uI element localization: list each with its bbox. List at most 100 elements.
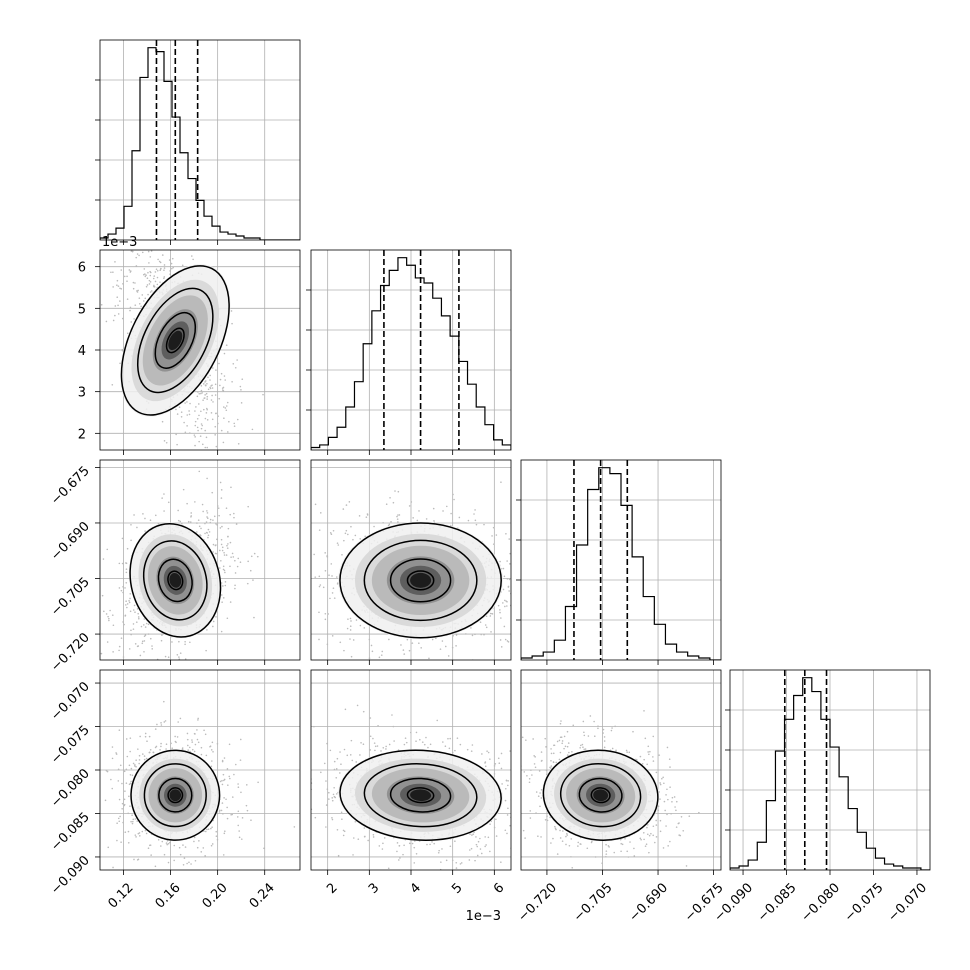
sample-point xyxy=(128,269,131,271)
sample-point xyxy=(383,837,386,839)
sample-point xyxy=(544,548,546,550)
sample-point xyxy=(194,420,197,423)
sample-point xyxy=(144,297,147,300)
sample-point xyxy=(220,453,222,455)
sample-point xyxy=(471,744,474,746)
panel-3-0 xyxy=(95,669,301,875)
sample-point xyxy=(211,760,213,762)
sample-point xyxy=(224,571,226,574)
sample-point xyxy=(253,552,256,555)
sample-point xyxy=(225,409,228,412)
sample-point xyxy=(319,512,322,514)
contour-0 xyxy=(339,749,502,841)
sample-point xyxy=(303,566,305,568)
sample-point xyxy=(550,748,552,750)
sample-point xyxy=(253,616,255,619)
sample-point xyxy=(368,638,371,641)
sample-point xyxy=(200,392,202,395)
sample-point xyxy=(237,786,240,789)
sample-point xyxy=(346,627,349,630)
sample-point xyxy=(451,751,454,754)
sample-point xyxy=(665,825,667,827)
sample-point xyxy=(391,714,393,716)
density-level-5 xyxy=(168,330,183,351)
sample-point xyxy=(659,830,662,833)
sample-point xyxy=(509,552,511,555)
sample-point xyxy=(339,641,342,644)
sample-point xyxy=(218,811,221,813)
sample-point xyxy=(212,551,214,553)
sample-point xyxy=(536,844,538,846)
sample-point xyxy=(239,759,242,761)
sample-point xyxy=(122,591,124,594)
sample-point xyxy=(411,842,414,845)
sample-point xyxy=(196,417,199,420)
sample-point xyxy=(356,704,359,707)
sample-point xyxy=(141,830,144,833)
sample-point xyxy=(385,748,387,750)
sample-point xyxy=(527,795,529,797)
sample-point xyxy=(138,617,140,620)
sample-point xyxy=(451,692,453,694)
sample-point xyxy=(440,861,442,863)
sample-point xyxy=(206,516,208,518)
sample-point xyxy=(159,494,161,496)
sample-point xyxy=(358,515,361,517)
sample-point xyxy=(486,750,488,752)
sample-point xyxy=(297,524,299,526)
sample-point xyxy=(160,639,163,642)
sample-point xyxy=(337,854,340,857)
sample-point xyxy=(542,767,544,769)
sample-point xyxy=(415,731,418,734)
sample-point xyxy=(500,752,503,755)
sample-point xyxy=(209,387,212,390)
sample-point xyxy=(132,609,135,611)
sample-point xyxy=(143,758,146,761)
sample-point xyxy=(142,513,144,515)
sample-point xyxy=(203,397,206,399)
sample-point xyxy=(439,648,442,650)
sample-point xyxy=(179,853,182,856)
sample-point xyxy=(94,249,96,251)
sample-point xyxy=(437,851,440,854)
sample-point xyxy=(200,410,202,413)
sample-point xyxy=(335,793,338,795)
sample-point xyxy=(550,765,553,767)
sample-point xyxy=(215,835,218,838)
sample-point xyxy=(137,645,140,647)
sample-point xyxy=(354,820,357,823)
sample-point xyxy=(291,814,293,816)
sample-point xyxy=(250,500,252,502)
sample-point xyxy=(161,246,163,248)
sample-point xyxy=(236,418,239,421)
sample-point xyxy=(497,757,500,760)
sample-point xyxy=(336,757,339,760)
sample-point xyxy=(133,318,135,320)
sample-point xyxy=(318,611,320,614)
sample-point xyxy=(200,746,203,749)
sample-point xyxy=(332,529,335,532)
sample-point xyxy=(201,503,204,506)
sample-point xyxy=(236,359,238,361)
sample-point xyxy=(337,544,340,546)
sample-point xyxy=(397,521,399,523)
sample-point xyxy=(197,519,200,521)
sample-point xyxy=(175,741,177,744)
sample-point xyxy=(120,269,123,271)
sample-point xyxy=(231,380,233,383)
sample-point xyxy=(402,853,404,856)
sample-point xyxy=(111,746,114,748)
sample-point xyxy=(543,622,545,624)
sample-point xyxy=(95,217,97,219)
sample-point xyxy=(122,283,124,285)
sample-point xyxy=(527,565,529,567)
sample-point xyxy=(134,834,137,836)
sample-point xyxy=(427,746,429,749)
sample-point xyxy=(210,412,213,414)
sample-point xyxy=(222,389,225,392)
sample-point xyxy=(211,394,213,397)
sample-point xyxy=(223,352,226,355)
sample-point xyxy=(211,741,214,744)
sample-point xyxy=(201,424,204,427)
sample-point xyxy=(397,859,400,861)
